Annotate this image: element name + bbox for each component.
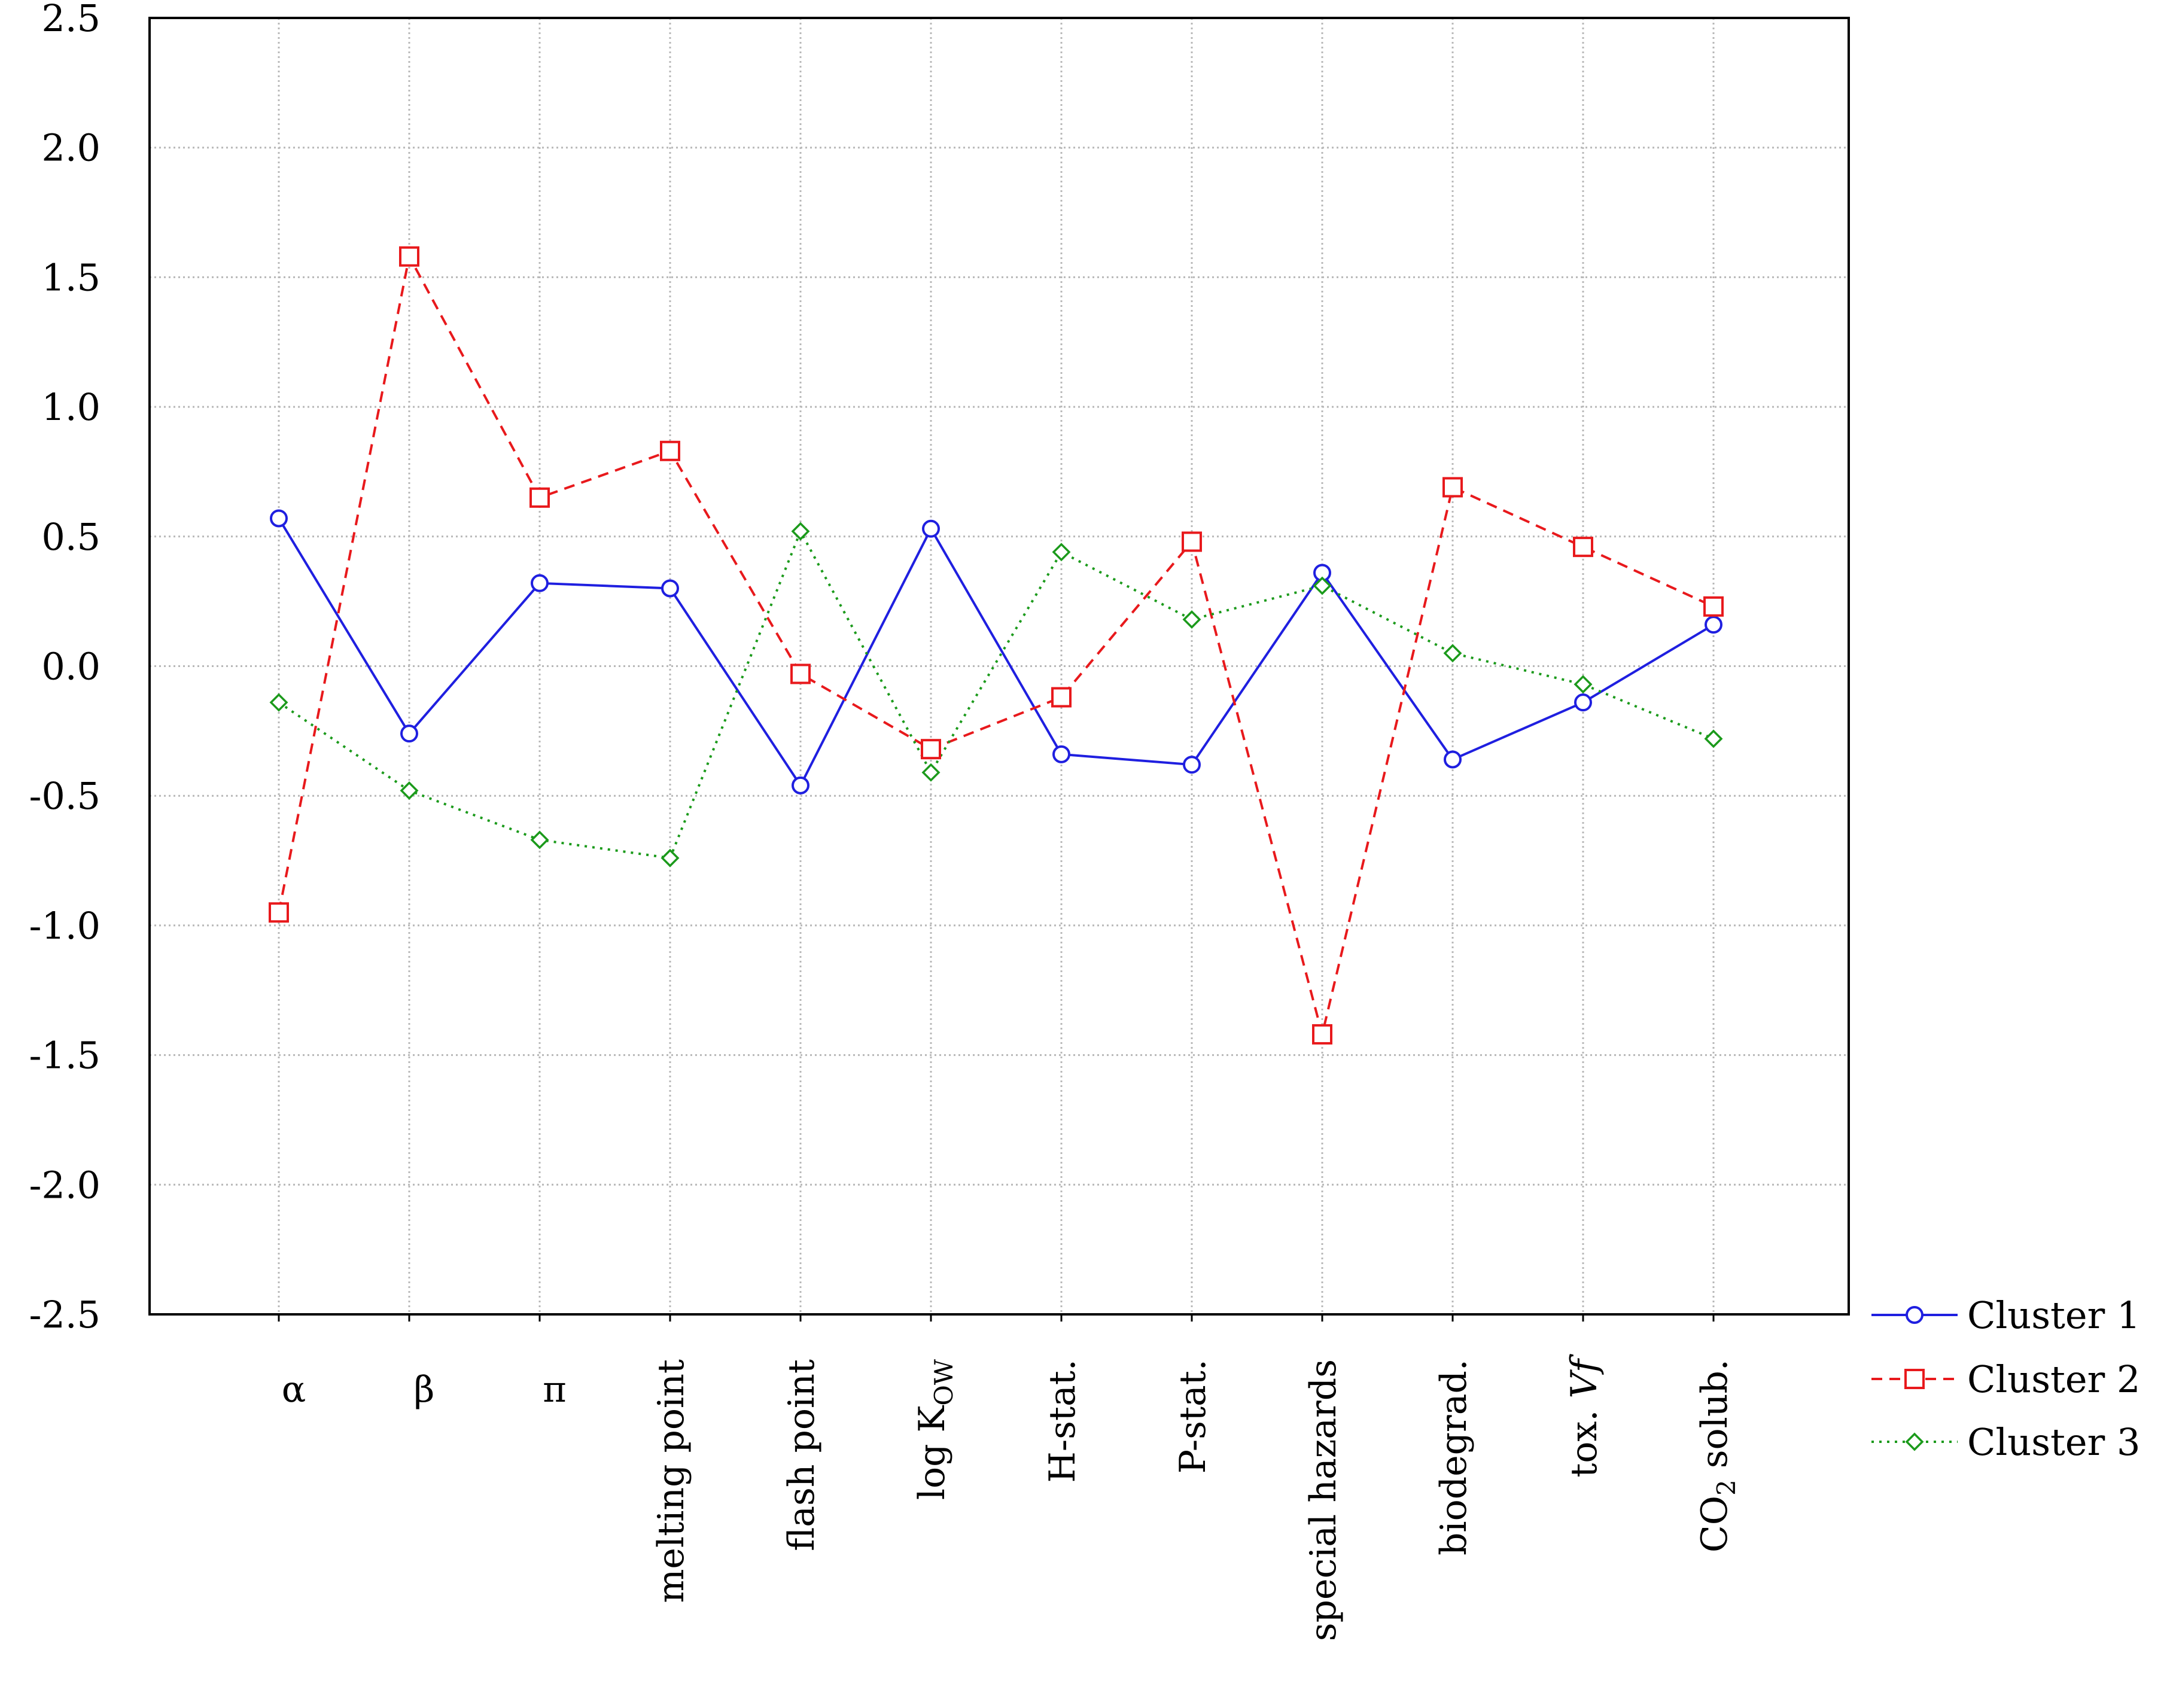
data-point-cluster-2 [1051,687,1072,708]
data-point-cluster-3 [661,848,680,867]
x-tick-label: tox. Vf [1563,1353,1605,1478]
legend-marker-cluster-2 [1904,1369,1925,1389]
data-point-cluster-3 [791,522,810,541]
x-tick-label: CO2 solub. [1694,1359,1741,1552]
data-point-cluster-2 [921,739,941,760]
x-tick-label: π [543,1369,566,1411]
y-tick-label: -1.0 [29,904,101,948]
x-tick-label: biodegrad. [1433,1359,1475,1555]
x-tick-label: α [282,1369,306,1411]
data-point-cluster-2 [1703,596,1724,617]
x-tick-label: special hazards [1302,1359,1344,1641]
data-point-cluster-3 [1052,543,1071,562]
y-tick-label: -2.5 [29,1293,101,1336]
data-point-cluster-3 [1182,610,1201,629]
series-line-cluster-3 [278,530,1714,860]
legend-label-cluster-1: Cluster 1 [1967,1293,2140,1337]
data-point-cluster-2 [399,246,419,267]
y-tick-label: -0.5 [29,774,101,818]
data-point-cluster-2 [1442,477,1463,498]
y-tick-label: 0.5 [41,515,101,559]
legend-marker-cluster-1 [1906,1306,1924,1324]
data-point-cluster-1 [1705,616,1722,634]
data-point-cluster-1 [922,519,940,538]
data-point-cluster-2 [1573,537,1593,558]
y-tick-label: -1.5 [29,1034,101,1077]
y-tick-label: 2.5 [41,0,101,40]
x-tick-label: melting point [650,1359,692,1603]
y-tick-label: 0.0 [41,645,101,689]
y-tick-label: -2.0 [29,1163,101,1207]
legend-label-cluster-2: Cluster 2 [1967,1357,2140,1401]
y-axis: 2.5 2.0 1.5 1.0 0.5 0.0 -0.5 -1.0 -1.5 -2.0 -2.5 [29,0,101,1336]
data-point-cluster-2 [269,902,289,923]
x-tick-label: P-stat. [1172,1359,1214,1473]
data-point-cluster-2 [1312,1024,1332,1045]
data-point-cluster-1 [531,574,549,592]
grid [150,18,1849,1314]
data-point-cluster-2 [660,440,680,461]
x-axis: α β π melting point flash point log KOW H-stat… [278,1314,1741,1641]
x-tick-label: H-stat. [1042,1359,1084,1482]
data-point-cluster-1 [661,579,679,598]
data-point-cluster-3 [530,830,549,850]
x-tick-label: β [414,1369,435,1411]
plot-area-frame [148,17,1850,1316]
y-tick-label: 1.0 [41,385,101,429]
series [269,246,1724,1045]
data-point-cluster-3 [1704,729,1723,748]
series-line-cluster-1 [278,517,1715,787]
data-point-cluster-2 [1182,531,1202,552]
data-point-cluster-2 [790,663,811,684]
data-point-cluster-1 [1444,750,1462,769]
data-point-cluster-1 [1052,745,1070,763]
data-point-cluster-1 [1183,756,1201,774]
data-point-cluster-1 [270,509,288,528]
series-line-cluster-2 [278,255,1714,1036]
legend-marker-cluster-3 [1905,1432,1924,1451]
data-point-cluster-2 [529,487,550,508]
y-tick-label: 2.0 [41,126,101,170]
x-tick-label: log KOW [911,1359,958,1500]
data-point-cluster-1 [400,724,418,743]
legend-label-cluster-3: Cluster 3 [1967,1420,2140,1464]
data-point-cluster-3 [921,763,941,782]
data-point-cluster-1 [792,776,809,794]
data-point-cluster-1 [1574,693,1592,712]
y-tick-label: 1.5 [41,255,101,299]
data-point-cluster-3 [1313,576,1332,595]
data-point-cluster-3 [1574,675,1593,694]
data-point-cluster-3 [269,693,288,712]
x-tick-label: flash point [781,1359,823,1551]
data-point-cluster-3 [400,781,419,800]
data-point-cluster-3 [1443,644,1462,663]
legend: Cluster 1 Cluster 2 Cluster 3 [1871,1293,2140,1464]
